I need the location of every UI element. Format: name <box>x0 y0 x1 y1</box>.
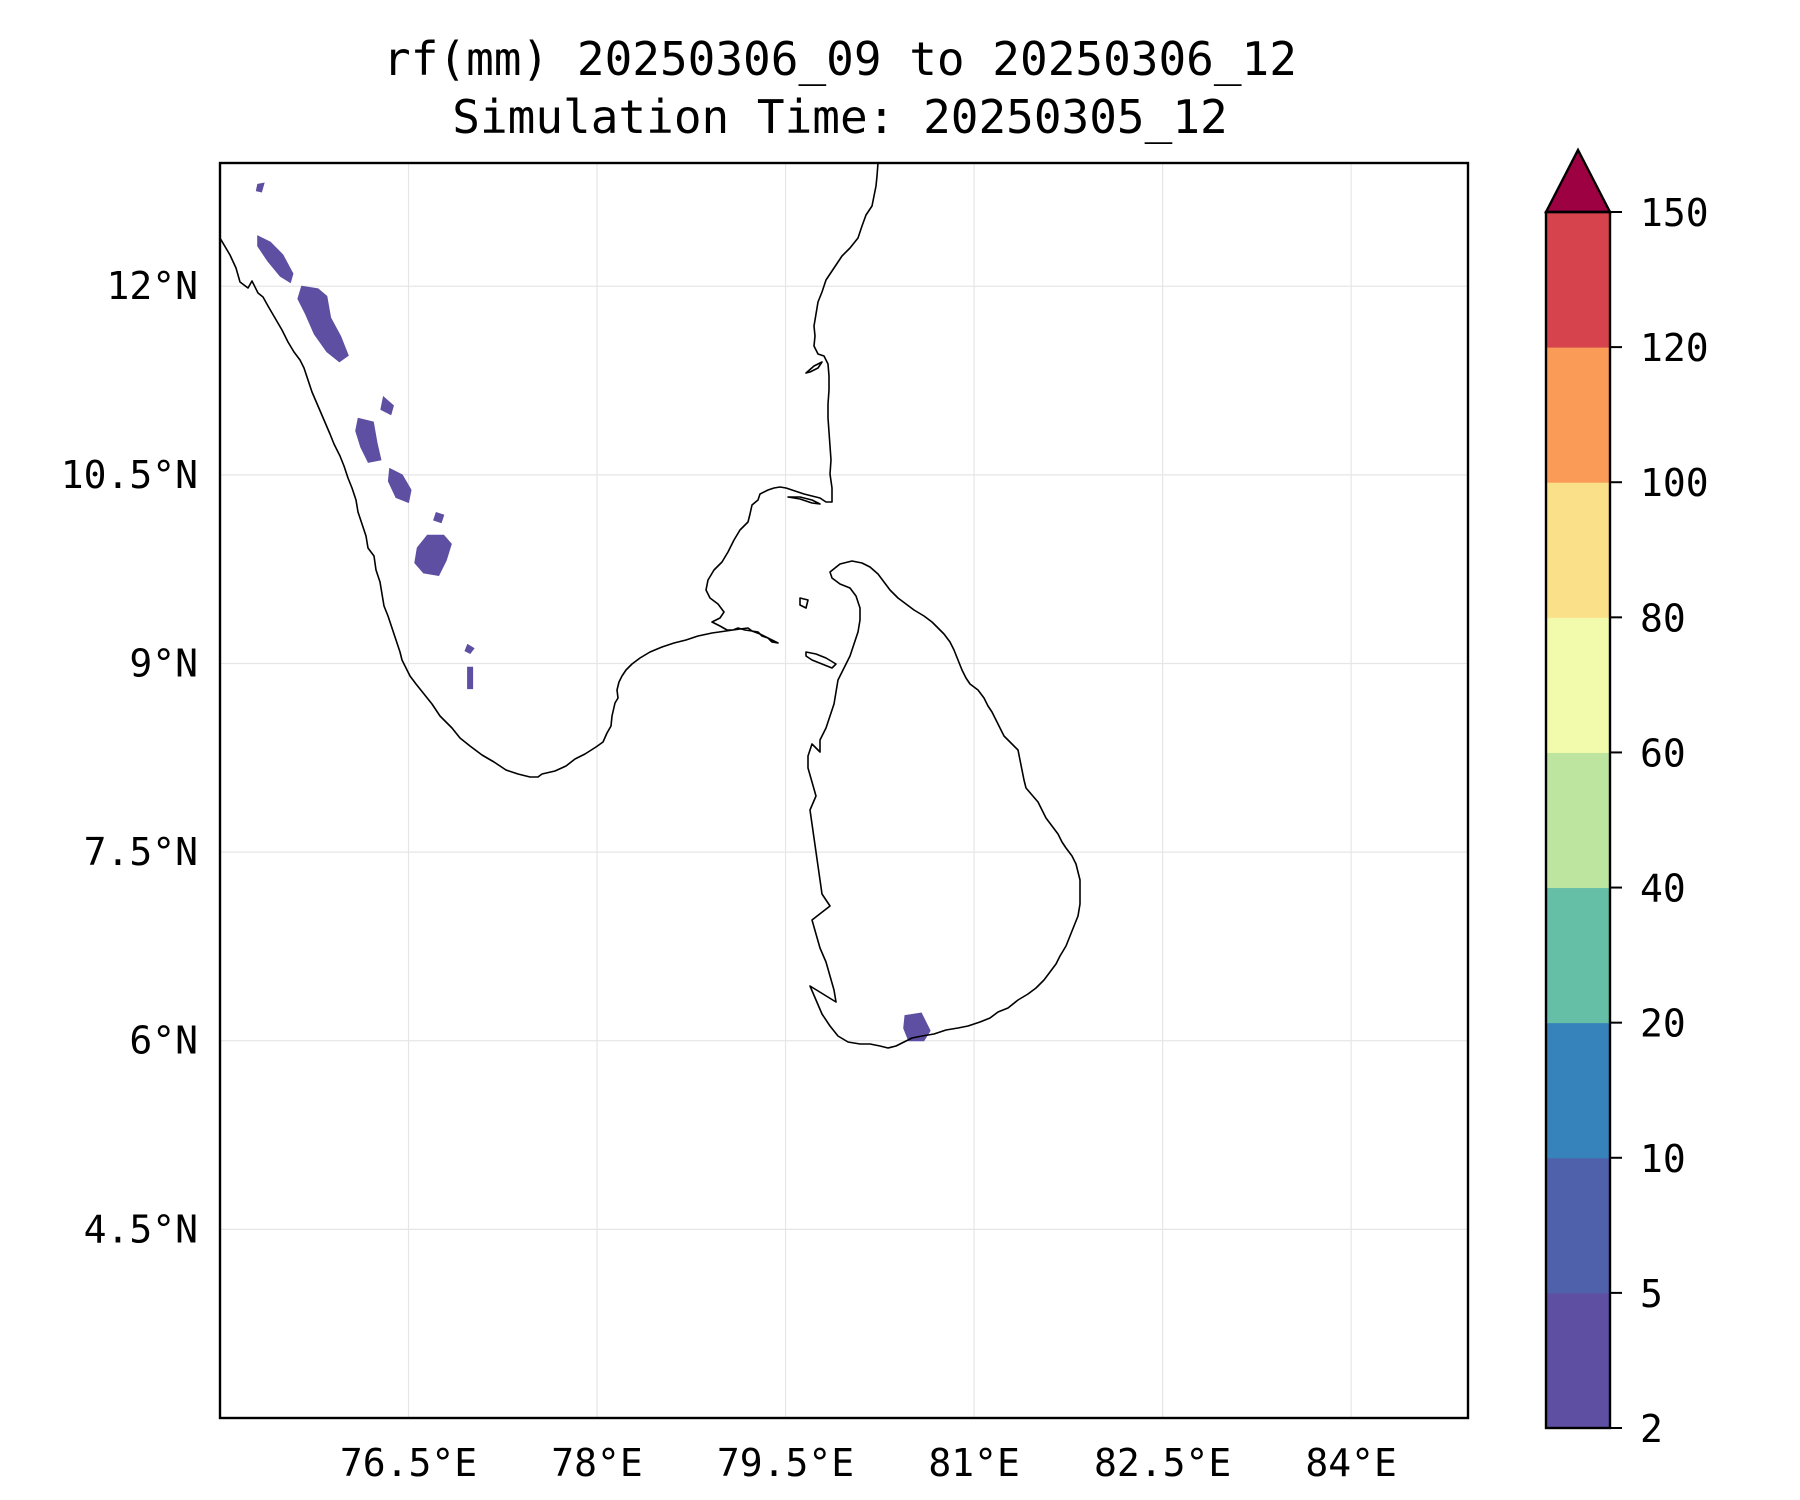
map-frame <box>218 161 1470 1420</box>
y-tick-label: 10.5°N <box>61 453 198 497</box>
colorbar-tick-label: 120 <box>1640 326 1709 370</box>
colorbar-tick-label: 60 <box>1640 731 1686 775</box>
y-tick-label: 6°N <box>129 1019 198 1063</box>
colorbar-extend-arrow <box>1544 147 1612 214</box>
colorbar-tick-label: 80 <box>1640 596 1686 640</box>
rain-patch-south-kerala-streak <box>467 666 474 690</box>
colorbar-tick-label: 2 <box>1640 1407 1663 1451</box>
colorbar-segment <box>1546 1292 1610 1429</box>
rain-patch-karnataka-coast-strip-a <box>257 235 294 284</box>
rain-patch-idukki-spot <box>433 511 445 524</box>
gridlines <box>220 163 1468 1418</box>
coastline-jaffna-islet <box>799 597 809 609</box>
map-panel: 76.5°E 78°E 79.5°E 81°E 82.5°E 84°E 12°N 10.5°… <box>61 161 1470 1485</box>
y-tick-label: 4.5°N <box>84 1207 198 1251</box>
coastline-india-lagoon <box>787 496 821 505</box>
figure-title-line1: rf(mm) 20250306_09 to 20250306_12 <box>383 32 1297 86</box>
colorbar-tick-label: 20 <box>1640 1002 1686 1046</box>
colorbar-segment <box>1546 887 1610 1024</box>
rain-patch-south-kerala-spot <box>464 643 475 655</box>
x-tick-label: 81°E <box>928 1441 1020 1485</box>
rain-patch-palakkad-patch <box>355 417 382 463</box>
coastline-mannar-island <box>805 651 837 669</box>
rain-patch-karnataka-coast-north <box>255 182 265 193</box>
colorbar-frame <box>1544 210 1612 1430</box>
colorbar-segment <box>1546 1022 1610 1159</box>
y-tick-label: 9°N <box>129 641 198 685</box>
x-tick-label: 78°E <box>551 1441 643 1485</box>
colorbar-segment <box>1546 617 1610 753</box>
rain-patch-sri-lanka-south <box>903 1012 931 1042</box>
x-tick-label: 82.5°E <box>1094 1441 1231 1485</box>
rain-patch-wayanad-patch <box>380 395 394 416</box>
x-axis-ticks: 76.5°E 78°E 79.5°E 81°E 82.5°E 84°E <box>340 1441 1397 1485</box>
colorbar-tick-label: 10 <box>1640 1137 1686 1181</box>
colorbar-segment <box>1546 482 1610 618</box>
rainfall-patches <box>255 182 931 1042</box>
colorbar-segment <box>1546 1157 1610 1294</box>
y-tick-label: 7.5°N <box>84 830 198 874</box>
colorbar-tick-label: 5 <box>1640 1272 1663 1316</box>
colorbar: 2 5 10 20 40 60 80 100 120 150 <box>1544 147 1709 1451</box>
x-tick-label: 76.5°E <box>340 1441 477 1485</box>
colorbar-segment <box>1546 347 1610 483</box>
rain-patch-idukki-patch <box>414 534 452 577</box>
colorbar-segment <box>1546 212 1610 348</box>
colorbar-tick-label: 150 <box>1640 191 1709 235</box>
colorbar-tick-label: 40 <box>1640 867 1686 911</box>
colorbar-tick-label: 100 <box>1640 461 1709 505</box>
coastline-sri-lanka <box>807 560 1081 1049</box>
y-tick-label: 12°N <box>106 264 198 308</box>
map-background <box>220 163 1468 1418</box>
rain-patch-kerala-north-strip <box>297 285 349 363</box>
figure-title-line2: Simulation Time: 20250305_12 <box>452 90 1227 144</box>
x-tick-label: 84°E <box>1305 1441 1397 1485</box>
colorbar-segment <box>1546 752 1610 889</box>
x-tick-label: 79.5°E <box>717 1441 854 1485</box>
coastline-india-islet <box>805 361 823 374</box>
rain-patch-thrissur-patch <box>387 467 412 504</box>
coastline-india <box>220 163 879 778</box>
y-axis-ticks: 12°N 10.5°N 9°N 7.5°N 6°N 4.5°N <box>61 264 198 1251</box>
coastlines <box>220 163 1081 1049</box>
